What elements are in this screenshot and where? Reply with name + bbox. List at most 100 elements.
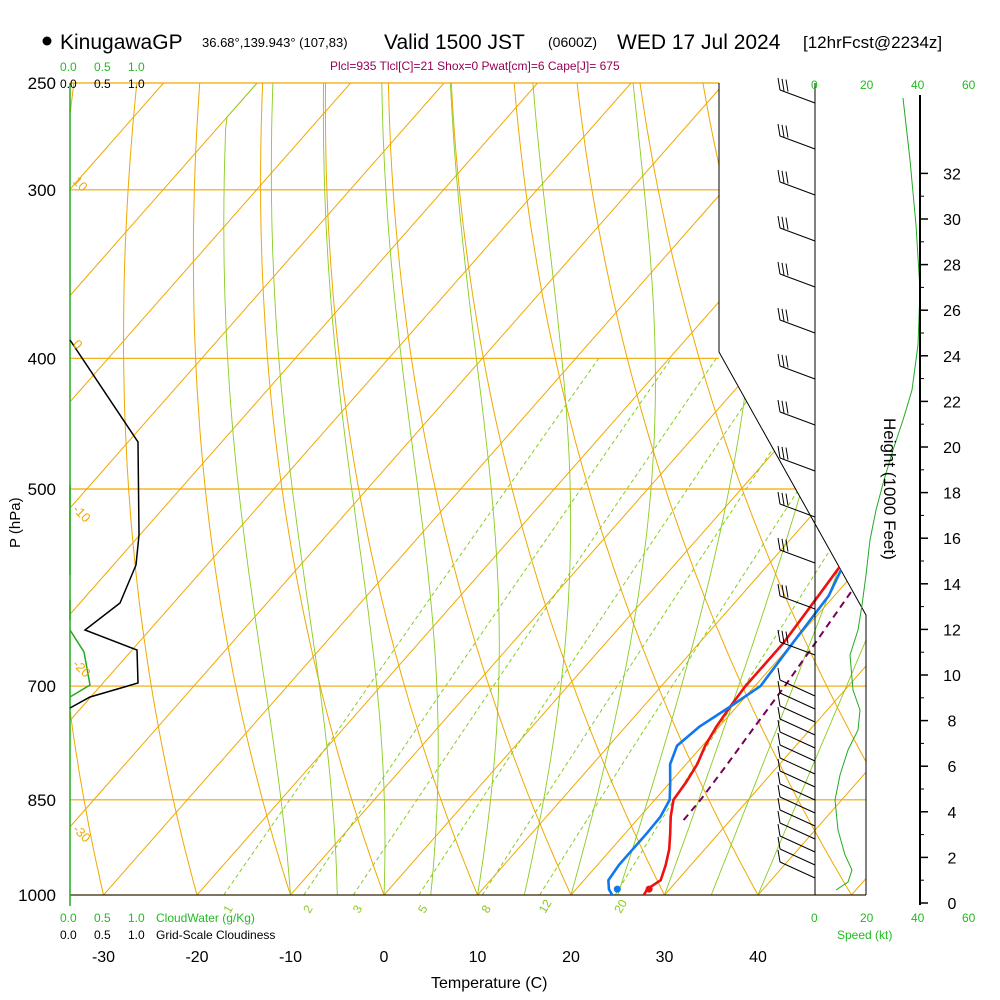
wind-speed-profile — [834, 97, 921, 891]
cloudwater-tick-top-2: 1.0 — [128, 60, 145, 74]
sounding-traces — [607, 105, 866, 895]
y-tick-label: 300 — [28, 181, 56, 200]
mixing-ratio-label: 3 — [350, 902, 366, 915]
y-tick-label: 250 — [28, 74, 56, 93]
isotherm-line — [851, 83, 866, 895]
dry-adiabat-line — [192, 83, 291, 895]
x-tick-label: -20 — [185, 949, 208, 966]
height-tick-label: 10 — [943, 668, 961, 685]
mixing-ratio-line — [418, 358, 776, 895]
height-tick-label: 22 — [943, 394, 961, 411]
speed-axis-label: Speed (kt) — [837, 928, 892, 942]
cloudwater-label: CloudWater (g/Kg) — [156, 911, 255, 925]
height-tick-label: 30 — [943, 212, 961, 229]
dry-adiabat-line — [513, 83, 759, 895]
surface-temperature-point — [645, 885, 653, 893]
height-tick-label: 32 — [943, 166, 961, 183]
moist-adiabat-line — [523, 83, 572, 895]
wind-barb — [777, 849, 816, 879]
speed-tick-top-3: 60 — [962, 78, 976, 92]
x-tick-label: 30 — [656, 949, 674, 966]
isotherm-line — [70, 83, 258, 895]
wind-barb — [777, 732, 816, 762]
moist-adiabat-line — [223, 83, 291, 895]
isotherm-line — [70, 83, 351, 895]
forecast-info: [12hrFcst@2234z] — [803, 33, 942, 52]
dewpoint-trace — [607, 105, 866, 895]
speed-tick-bottom-1: 20 — [860, 911, 874, 925]
y-tick-label: 1000 — [18, 886, 56, 905]
height-tick-label: 16 — [943, 531, 961, 548]
x-tick-label: 0 — [380, 949, 389, 966]
cloudiness-tick-top-2: 1.0 — [128, 77, 145, 91]
wind-barb — [777, 745, 816, 775]
adiabat-label: 0 — [70, 337, 86, 353]
x-tick-label: 20 — [562, 949, 580, 966]
cloudiness-tick-bottom-2: 1.0 — [128, 928, 145, 942]
adiabat-label: -20 — [70, 657, 94, 681]
chart-header: KinugawaGP 36.68°,139.943° (107,83) Vali… — [42, 31, 942, 73]
valid-time: Valid 1500 JST — [384, 31, 525, 54]
speed-tick-top-1: 20 — [860, 78, 874, 92]
wind-barb — [777, 706, 816, 736]
height-tick-label: 18 — [943, 486, 961, 503]
moist-adiabat-line — [710, 83, 866, 895]
dry-adiabat-line — [639, 83, 866, 895]
station-dot-icon — [42, 36, 52, 46]
height-tick-label: 12 — [943, 622, 961, 639]
wind-barb — [777, 667, 816, 697]
wind-barb — [777, 215, 816, 242]
mixing-ratio-line — [614, 358, 866, 895]
wind-barb — [777, 123, 816, 150]
wind-barb — [777, 823, 816, 853]
wind-barb — [777, 77, 816, 104]
height-tick-label: 24 — [943, 349, 961, 366]
cloudiness-profile — [69, 339, 140, 709]
wind-barb — [777, 261, 816, 288]
wind-barb — [777, 758, 816, 788]
wind-panel: 0 20 40 60 0 20 40 60 Speed (kt) 0246810… — [777, 77, 976, 942]
speed-tick-bottom-0: 0 — [811, 911, 818, 925]
cloudiness-tick-bottom-1: 0.5 — [94, 928, 111, 942]
mixing-ratio-label: 2 — [300, 902, 316, 915]
station-name: KinugawaGP — [60, 31, 183, 54]
wind-barb — [777, 771, 816, 801]
cloudwater-tick-bottom-2: 1.0 — [128, 911, 145, 925]
cloudwater-tick-top-1: 0.5 — [94, 60, 111, 74]
wind-barb — [777, 836, 816, 866]
wind-barb — [777, 629, 816, 656]
mixing-ratio-label: 8 — [479, 902, 495, 915]
cloud-panel: 0.0 0.5 1.0 0.0 0.5 1.0 0.0 0.5 1.0 Clou… — [60, 60, 275, 942]
cloudwater-tick-top-0: 0.0 — [60, 60, 77, 74]
wind-barb — [777, 583, 816, 610]
x-tick-label: 40 — [749, 949, 767, 966]
isobar-lines — [70, 82, 866, 896]
wind-barb — [777, 491, 816, 518]
stability-indices: Plcl=935 Tlcl[C]=21 Shox=0 Pwat[cm]=6 Ca… — [330, 59, 620, 73]
dry-adiabat-line — [387, 83, 572, 895]
surface-dewpoint-point — [613, 885, 621, 893]
height-tick-label: 2 — [948, 850, 957, 867]
cloudwater-tick-bottom-1: 0.5 — [94, 911, 111, 925]
height-tick-label: 4 — [948, 805, 957, 822]
cloudwater-tick-bottom-0: 0.0 — [60, 911, 77, 925]
dry-adiabat-line — [0, 83, 11, 895]
dry-adiabat-line — [576, 83, 852, 895]
adiabat-label: -10 — [70, 502, 94, 526]
cloudiness-tick-top-0: 0.0 — [60, 77, 77, 91]
x-tick-label: -10 — [279, 949, 302, 966]
moist-adiabat-line — [449, 83, 500, 895]
wind-barb — [777, 353, 816, 380]
moist-adiabat-line — [270, 83, 338, 895]
height-tick-label: 0 — [948, 896, 957, 913]
height-tick-label: 14 — [943, 577, 961, 594]
x-tick-label: 10 — [469, 949, 487, 966]
cloudwater-profile — [69, 629, 91, 698]
mixing-ratio-label: 12 — [536, 897, 555, 916]
cloudiness-tick-bottom-0: 0.0 — [60, 928, 77, 942]
wind-barbs — [777, 77, 816, 879]
moist-adiabat-line — [381, 83, 439, 895]
valid-date: WED 17 Jul 2024 — [617, 31, 781, 54]
temperature-trace — [642, 105, 866, 895]
